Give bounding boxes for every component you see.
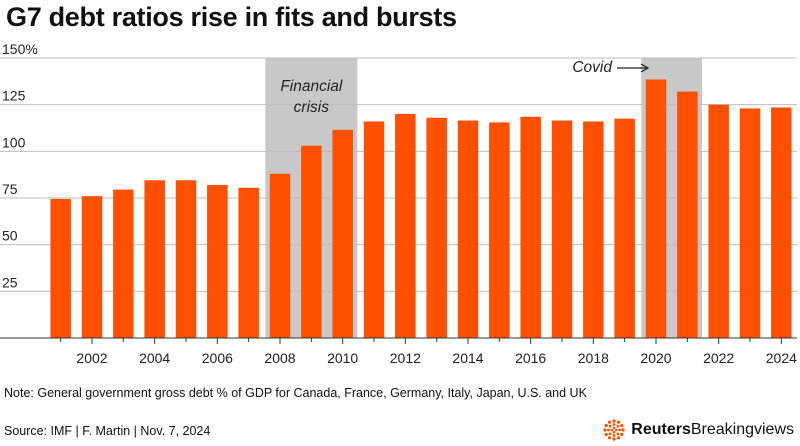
x-tick-label: 2024 (766, 350, 797, 366)
brand-name-light: Breakingviews (690, 421, 794, 438)
annotation-financial-crisis: Financial (280, 78, 343, 95)
bar-2022 (708, 104, 729, 339)
bar-2018 (583, 121, 604, 338)
bar-2024 (771, 107, 792, 338)
bar-2007 (238, 187, 259, 338)
bar-2012 (395, 114, 416, 338)
bar-2005 (175, 180, 197, 338)
bar-2020 (645, 79, 667, 338)
bar-2021 (677, 91, 698, 338)
bar-2019 (614, 118, 635, 339)
brand-name-bold: Reuters (631, 421, 691, 438)
x-tick-label: 2012 (390, 350, 421, 366)
reuters-breakingviews-logo: Reuters Breakingviews (603, 419, 794, 441)
x-tick-label: 2014 (452, 350, 483, 366)
bar-2002 (81, 196, 103, 338)
y-tick-label: 100 (2, 134, 26, 150)
annotation-covid: Covid (572, 59, 613, 76)
bar-2011 (363, 121, 385, 338)
y-tick-label: 150% (2, 41, 38, 57)
y-tick-label: 50 (2, 228, 18, 244)
bar-2014 (457, 120, 479, 339)
x-tick-label: 2018 (578, 350, 609, 366)
bar-2016 (520, 116, 541, 338)
x-tick-label: 2002 (76, 350, 107, 366)
bar-2001 (50, 198, 71, 338)
bar-chart: 150% 125 100 75 50 25 2002 2004 2006 2008 2010 2012… (0, 41, 797, 366)
x-tick-label: 2016 (515, 350, 546, 366)
bar-2015 (489, 122, 510, 339)
x-tick-label: 2008 (264, 350, 295, 366)
bar-2004 (144, 180, 165, 338)
x-tick-label: 2004 (139, 350, 170, 366)
bar-2023 (739, 108, 761, 339)
bar-2003 (113, 189, 134, 338)
bar-2013 (426, 117, 447, 338)
chart-note: Note: General government gross debt % of… (4, 386, 587, 400)
bar-2010 (332, 129, 353, 338)
x-tick-label: 2022 (703, 350, 734, 366)
y-tick-label: 75 (2, 181, 18, 197)
x-tick-label: 2006 (202, 350, 233, 366)
y-tick-label: 25 (2, 274, 18, 290)
chart-title: G7 debt ratios rise in fits and bursts (6, 2, 457, 32)
reuters-dots-icon (603, 419, 625, 441)
bar-2009 (301, 145, 322, 338)
bar-2006 (207, 184, 228, 338)
y-tick-label: 125 (2, 88, 26, 104)
chart-source: Source: IMF | F. Martin | Nov. 7, 2024 (4, 424, 211, 438)
bar-2008 (269, 173, 291, 338)
annotation-financial-crisis: crisis (294, 99, 330, 116)
bar-2017 (551, 120, 573, 339)
x-tick-label: 2010 (327, 350, 358, 366)
x-tick-label: 2020 (640, 350, 671, 366)
covid-arrow-head (640, 63, 650, 73)
